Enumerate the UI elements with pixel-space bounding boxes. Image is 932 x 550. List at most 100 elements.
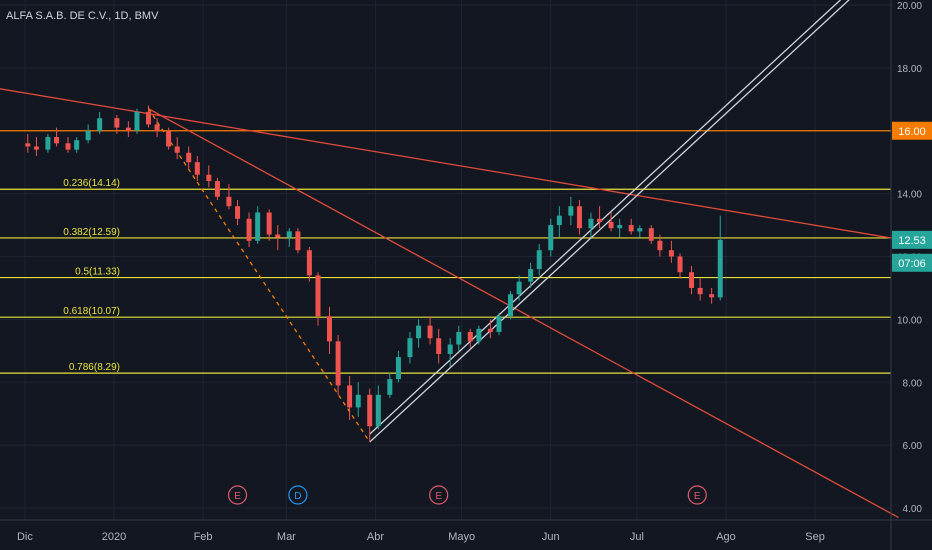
candle-body bbox=[134, 111, 140, 131]
x-tick-label: Mayo bbox=[448, 531, 475, 543]
y-tick-label: 4.00 bbox=[903, 504, 923, 515]
event-marker bbox=[288, 485, 308, 505]
candle-body bbox=[536, 250, 542, 270]
y-tick-label: 10.00 bbox=[897, 315, 922, 326]
candle-body bbox=[97, 118, 103, 131]
candle-body bbox=[335, 341, 341, 386]
x-tick-label: Abr bbox=[367, 531, 384, 543]
event-marker-label: E bbox=[234, 491, 241, 502]
candle-body bbox=[568, 206, 574, 216]
candle-body bbox=[427, 325, 433, 339]
x-tick-label: Ago bbox=[716, 531, 736, 543]
event-marker-label: D bbox=[294, 491, 301, 502]
candle-body bbox=[628, 225, 634, 232]
event-marker bbox=[429, 485, 449, 505]
fib-level-label: 0.618(10.07) bbox=[63, 306, 120, 317]
candle-body bbox=[548, 225, 554, 251]
fib-level-label: 0.5(11.33) bbox=[75, 267, 120, 278]
candle-body bbox=[496, 316, 502, 332]
candle-body bbox=[226, 196, 232, 207]
candle-body bbox=[709, 294, 715, 298]
candle-body bbox=[697, 287, 703, 295]
candle-body bbox=[436, 338, 442, 354]
candle-body bbox=[33, 146, 39, 150]
candle-body bbox=[375, 394, 381, 427]
fib-level-label: 0.382(12.59) bbox=[63, 227, 120, 238]
candle-body bbox=[174, 146, 180, 153]
candle-body bbox=[637, 228, 643, 232]
price-label-text: 07:06 bbox=[898, 258, 926, 270]
candle-body bbox=[186, 152, 192, 163]
x-tick-label: Mar bbox=[277, 531, 296, 543]
event-marker bbox=[687, 485, 707, 505]
candle-body bbox=[588, 218, 594, 229]
candle-body bbox=[85, 130, 91, 141]
candle-body bbox=[194, 162, 200, 175]
candle-body bbox=[717, 239, 723, 298]
candle-body bbox=[214, 181, 220, 197]
trendline bbox=[147, 108, 371, 443]
channel-line bbox=[369, 0, 850, 443]
candle-body bbox=[668, 250, 674, 257]
candle-body bbox=[677, 256, 683, 273]
chart-title: ALFA S.A.B. DE C.V., 1D, BMV bbox=[6, 10, 159, 22]
channel-line bbox=[369, 0, 842, 435]
x-tick-label: Feb bbox=[194, 531, 213, 543]
candle-body bbox=[326, 316, 332, 342]
y-tick-label: 8.00 bbox=[903, 378, 923, 389]
y-tick-label: 6.00 bbox=[903, 441, 923, 452]
candle-body bbox=[516, 281, 522, 295]
candle-body bbox=[275, 234, 281, 238]
candle-body bbox=[467, 331, 473, 342]
candle-body bbox=[657, 240, 663, 251]
candle-body bbox=[114, 118, 120, 128]
candle-body bbox=[145, 111, 151, 125]
price-label-box bbox=[892, 121, 932, 140]
trendline bbox=[148, 108, 899, 519]
candle-body bbox=[235, 206, 241, 219]
candle-body bbox=[154, 124, 160, 131]
candle-body bbox=[528, 269, 534, 282]
candle-body bbox=[74, 140, 80, 150]
fib-level-label: 0.236(14.14) bbox=[63, 178, 120, 189]
x-tick-label: Sep bbox=[805, 531, 825, 543]
x-tick-label: Jun bbox=[542, 531, 560, 543]
candle-body bbox=[65, 143, 71, 150]
candle-body bbox=[246, 218, 252, 241]
price-label-box bbox=[892, 253, 932, 272]
candle-body bbox=[395, 357, 401, 380]
price-label-text: 12.53 bbox=[898, 235, 926, 247]
candle-body bbox=[447, 344, 453, 354]
y-tick-label: 20.00 bbox=[897, 1, 922, 12]
candle-body bbox=[347, 385, 353, 408]
candle-body bbox=[25, 143, 31, 147]
candle-body bbox=[166, 130, 172, 147]
candle-body bbox=[286, 231, 292, 238]
candle-body bbox=[556, 215, 562, 226]
candle-body bbox=[54, 137, 60, 144]
candle-body bbox=[315, 275, 321, 317]
candle-body bbox=[617, 225, 623, 229]
x-tick-label: Jul bbox=[630, 531, 644, 543]
y-tick-label: 14.00 bbox=[897, 190, 922, 201]
candle-body bbox=[576, 206, 582, 229]
event-marker bbox=[227, 485, 248, 505]
candle-body bbox=[608, 221, 614, 229]
candle-body bbox=[487, 328, 493, 332]
y-tick-label: 18.00 bbox=[897, 64, 922, 75]
candle-body bbox=[266, 212, 272, 235]
candle-body bbox=[476, 328, 482, 342]
event-marker-label: E bbox=[435, 491, 442, 502]
fib-level-label: 0.786(8.29) bbox=[69, 362, 120, 373]
candle-body bbox=[255, 212, 261, 241]
event-marker-label: E bbox=[694, 491, 701, 502]
candle-body bbox=[407, 338, 413, 358]
price-label-text: 16.00 bbox=[898, 126, 926, 138]
candle-body bbox=[648, 228, 654, 241]
x-tick-label: Dic bbox=[17, 531, 33, 543]
candle-body bbox=[45, 137, 51, 150]
candle-body bbox=[306, 250, 312, 276]
